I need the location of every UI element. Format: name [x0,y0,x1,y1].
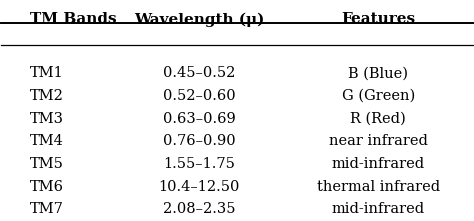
Text: G (Green): G (Green) [342,89,415,103]
Text: mid-infrared: mid-infrared [332,157,425,171]
Text: TM5: TM5 [30,157,64,171]
Text: 0.52–0.60: 0.52–0.60 [163,89,236,103]
Text: TM6: TM6 [30,180,64,194]
Text: 1.55–1.75: 1.55–1.75 [164,157,235,171]
Text: 0.45–0.52: 0.45–0.52 [163,66,236,80]
Text: TM7: TM7 [30,202,64,216]
Text: 0.76–0.90: 0.76–0.90 [163,134,236,148]
Text: TM4: TM4 [30,134,64,148]
Text: R (Red): R (Red) [350,112,406,126]
Text: Features: Features [341,12,415,26]
Text: 10.4–12.50: 10.4–12.50 [159,180,240,194]
Text: TM3: TM3 [30,112,64,126]
Text: B (Blue): B (Blue) [348,66,409,80]
Text: 2.08–2.35: 2.08–2.35 [163,202,236,216]
Text: 0.63–0.69: 0.63–0.69 [163,112,236,126]
Text: Wavelength (μ): Wavelength (μ) [134,12,264,27]
Text: TM2: TM2 [30,89,64,103]
Text: TM1: TM1 [30,66,64,80]
Text: near infrared: near infrared [329,134,428,148]
Text: mid-infrared: mid-infrared [332,202,425,216]
Text: TM Bands: TM Bands [30,12,116,26]
Text: thermal infrared: thermal infrared [317,180,440,194]
